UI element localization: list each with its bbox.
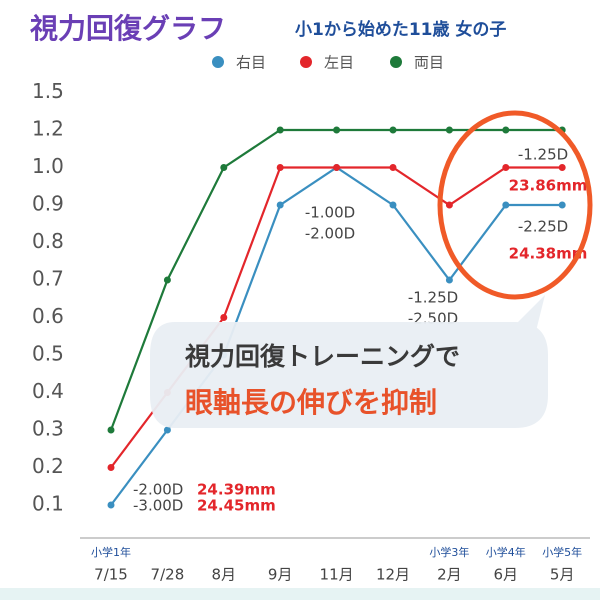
highlight-circle — [437, 110, 593, 300]
plot — [107, 126, 566, 509]
y-tick-label: 0.4 — [32, 379, 64, 403]
y-tick-label: 1.2 — [32, 117, 64, 141]
annotation: -2.00D — [305, 225, 355, 243]
annotation: -3.00D — [133, 497, 183, 515]
x-tick-label: 5月 — [550, 566, 575, 584]
point — [163, 426, 171, 434]
y-tick-label: 0.5 — [32, 342, 64, 366]
legend-label: 右目 — [236, 54, 266, 72]
y-tick-label: 0.2 — [32, 454, 64, 478]
x-tick-label: 6月 — [494, 566, 519, 584]
legend-marker — [390, 56, 402, 68]
point — [220, 314, 228, 321]
point — [333, 126, 341, 134]
legend-label: 左目 — [324, 54, 354, 72]
point — [445, 201, 453, 209]
y-tick-label: 0.8 — [32, 229, 64, 253]
point — [163, 276, 171, 284]
x-tick-label: 12月 — [376, 566, 410, 584]
y-tick-label: 1.0 — [32, 154, 64, 178]
annotation: -2.00D — [133, 481, 183, 499]
point — [389, 164, 397, 171]
point — [389, 126, 397, 134]
annotation: 23.86mm — [509, 177, 588, 195]
annotation: 24.45mm — [197, 497, 276, 515]
chart-title: 視力回復グラフ — [30, 12, 226, 45]
y-tick-label: 0.6 — [32, 304, 64, 328]
point — [502, 201, 510, 209]
point — [558, 164, 566, 171]
point — [502, 164, 510, 171]
annotation: -1.00D — [305, 204, 355, 222]
point — [445, 276, 453, 284]
point — [389, 201, 397, 209]
x-tick-label: 9月 — [268, 566, 293, 584]
point — [276, 201, 284, 209]
point — [445, 126, 453, 134]
callout-bubble — [150, 295, 548, 428]
legend-label: 両目 — [414, 54, 444, 72]
x-tick-label: 8月 — [212, 566, 237, 584]
point — [276, 164, 284, 171]
y-tick-label: 1.5 — [32, 79, 64, 103]
annotation: -1.25D — [518, 146, 568, 164]
y-tick-label: 0.3 — [32, 417, 64, 441]
annotation: 24.38mm — [509, 245, 588, 263]
x-tick-label: 2月 — [437, 566, 462, 584]
annotation: -1.25D — [408, 289, 458, 307]
x-tick-label: 7/15 — [94, 566, 128, 584]
grade-label: 小学4年 — [486, 545, 526, 559]
point — [276, 126, 284, 134]
point — [107, 426, 115, 434]
point — [333, 164, 341, 171]
callout-text: 眼軸長の伸びを抑制 — [185, 386, 437, 419]
y-tick-label: 0.9 — [32, 192, 64, 216]
x-tick-label: 7/28 — [151, 566, 185, 584]
point — [220, 164, 228, 171]
y-tick-label: 0.1 — [32, 492, 64, 516]
point — [502, 126, 510, 134]
annotation: -2.25D — [518, 218, 568, 236]
grade-label: 小学5年 — [542, 545, 582, 559]
y-tick-label: 0.7 — [32, 267, 64, 291]
point — [107, 501, 115, 509]
grade-label: 小学1年 — [91, 545, 131, 559]
x-tick-label: 11月 — [320, 566, 354, 584]
grade-label: 小学3年 — [429, 545, 469, 559]
annotation: 24.39mm — [197, 481, 276, 499]
point — [107, 464, 115, 471]
bottom-strip — [0, 588, 600, 600]
callout-text: 視力回復トレーニングで — [185, 342, 460, 371]
legend-marker — [212, 56, 224, 68]
legend-marker — [300, 56, 312, 68]
chart-subtitle: 小1から始めた11歳 女の子 — [295, 19, 506, 40]
point — [558, 201, 566, 209]
